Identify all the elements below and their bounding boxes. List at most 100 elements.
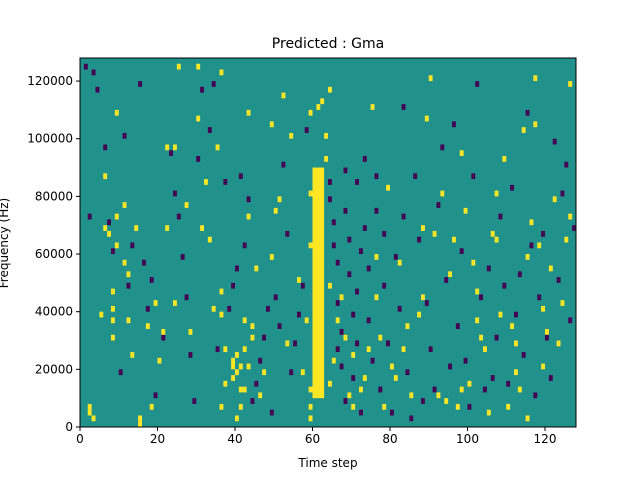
heatmap-cell-high (529, 219, 534, 226)
x-tick-label: 40 (227, 432, 242, 446)
heatmap-cell-low (455, 323, 460, 329)
x-tick-label: 120 (534, 432, 557, 446)
heatmap-cell-low (173, 190, 177, 197)
heatmap-cell-high (428, 75, 433, 82)
heatmap-bright-band (312, 167, 325, 399)
heatmap-cell-low (471, 173, 476, 180)
heatmap-cell-high (246, 109, 251, 116)
heatmap-cell-low (347, 271, 352, 278)
heatmap-cell-low (262, 334, 266, 341)
heatmap-cell-low (343, 207, 348, 214)
heatmap-cell-high (153, 300, 158, 306)
heatmap-cell-high (173, 144, 177, 151)
heatmap-cell-high (351, 403, 356, 410)
heatmap-cell-low (153, 392, 158, 399)
heatmap-cell-high (455, 403, 460, 410)
heatmap-cell-low (486, 265, 491, 272)
heatmap-cell-low (300, 282, 305, 289)
heatmap-cell-high (219, 403, 224, 410)
heatmap-cell-high (405, 323, 410, 329)
heatmap-cell-high (494, 190, 499, 197)
heatmap-cell-low (273, 294, 278, 301)
heatmap-cell-low (328, 179, 332, 185)
heatmap-cell-high (421, 294, 425, 301)
heatmap-cell-high (548, 265, 553, 272)
heatmap-cell-low (374, 207, 379, 214)
heatmap-cell-low (211, 81, 216, 87)
heatmap-cell-low (483, 386, 487, 393)
heatmap-cell-low (374, 173, 379, 180)
heatmap-cell-high (122, 202, 127, 208)
heatmap-cell-high (483, 346, 487, 353)
x-tick-label: 0 (76, 432, 84, 446)
heatmap-cell-low (281, 161, 286, 168)
heatmap-cell-high (424, 115, 429, 122)
heatmap-cell-low (111, 248, 115, 255)
heatmap-cell-high (285, 340, 290, 347)
heatmap-cell-low (335, 346, 340, 353)
heatmap-cell-high (320, 98, 325, 105)
heatmap-cell-low (366, 317, 371, 324)
heatmap-cell-high (362, 375, 367, 381)
heatmap-cell-high (114, 242, 119, 249)
heatmap-cell-low (188, 352, 193, 358)
heatmap-cell-high (238, 403, 243, 410)
x-axis-label: Time step (297, 456, 357, 470)
heatmap-cell-high (188, 328, 193, 335)
heatmap-cell-low (122, 132, 127, 139)
heatmap-cell-low (452, 121, 456, 128)
heatmap-cell-low (552, 138, 557, 145)
heatmap-cell-high (401, 346, 406, 353)
heatmap-cell-low (529, 242, 534, 249)
heatmap-cell-low (424, 300, 429, 306)
heatmap-cell-low (238, 173, 243, 180)
y-tick-label: 80000 (35, 189, 73, 203)
heatmap-cell-high (479, 334, 483, 341)
plot-frame (79, 57, 577, 428)
heatmap-cell-low (355, 340, 359, 347)
heatmap-cell-high (409, 392, 414, 399)
heatmap-cell-low (490, 375, 495, 381)
heatmap-cell-high (103, 225, 108, 231)
heatmap-cell-high (238, 363, 243, 370)
heatmap-cell-low (254, 380, 259, 387)
heatmap-cell-high (339, 294, 344, 301)
heatmap-cell-high (564, 236, 569, 243)
heatmap-cell-high (223, 346, 228, 353)
heatmap-cell-low (335, 259, 340, 266)
heatmap-cell-high (87, 409, 92, 416)
heatmap-cell-high (126, 317, 131, 324)
heatmap-cell-low (413, 173, 418, 180)
heatmap-cell-low (498, 213, 503, 220)
heatmap-cell-high (246, 213, 251, 220)
heatmap-cell-low (440, 144, 445, 151)
heatmap-cell-low (541, 230, 545, 237)
heatmap-cell-low (436, 202, 441, 208)
heatmap-cell-high (207, 236, 212, 243)
heatmap-cell-low (359, 409, 363, 416)
heatmap-cell-high (386, 184, 390, 191)
heatmap-cell-high (351, 352, 356, 358)
heatmap-cell-high (475, 317, 480, 324)
heatmap-cell-low (355, 288, 359, 295)
heatmap-cell-low (386, 340, 390, 347)
heatmap-cell-low (235, 265, 239, 272)
heatmap-cell-high (231, 363, 235, 370)
heatmap-cell-high (235, 352, 239, 358)
heatmap-cell-high (397, 259, 402, 266)
heatmap-cell-high (111, 288, 115, 295)
x-tick-label: 100 (456, 432, 479, 446)
heatmap-cell-low (359, 248, 363, 255)
heatmap-cell-high (231, 357, 235, 364)
heatmap-cell-high (568, 81, 573, 87)
heatmap-cell-low (339, 328, 344, 335)
heatmap-cell-high (107, 230, 111, 237)
heatmap-cell-high (459, 386, 464, 393)
heatmap-cell-low (444, 277, 449, 283)
heatmap-cell-high (541, 305, 545, 312)
heatmap-cell-high (432, 230, 437, 237)
heatmap-cell-high (490, 230, 495, 237)
heatmap-cell-high (521, 127, 526, 133)
heatmap-cell-high (250, 323, 255, 329)
heatmap-cell-high (324, 132, 328, 139)
